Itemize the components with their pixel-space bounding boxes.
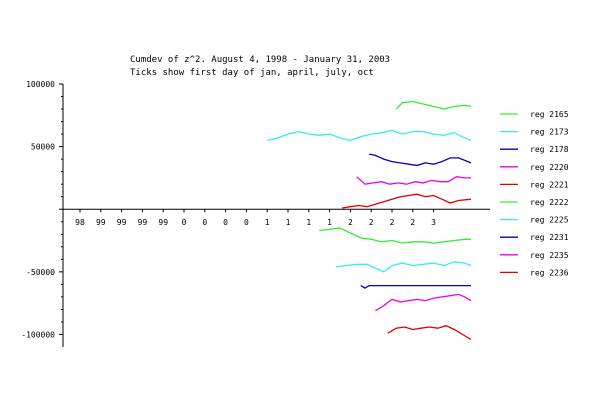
- series-line-reg-2220: [356, 176, 471, 185]
- legend-label-reg-2178: reg 2178: [530, 145, 569, 154]
- series-line-reg-2221: [341, 193, 472, 209]
- series-line-reg-2235: [375, 293, 472, 312]
- legend-label-reg-2225: reg 2225: [530, 216, 569, 225]
- chart-title: Cumdev of z^2. August 4, 1998 - January …: [130, 55, 390, 65]
- legend-label-reg-2231: reg 2231: [530, 233, 569, 242]
- series-line-reg-2165: [395, 100, 472, 110]
- legend-label-reg-2165: reg 2165: [530, 110, 569, 119]
- legend-label-reg-2173: reg 2173: [530, 128, 569, 137]
- x-tick-label: 0: [244, 218, 249, 227]
- x-tick-label: 2: [410, 218, 415, 227]
- x-tick-label: 99: [158, 218, 168, 227]
- x-tick-label: 2: [348, 218, 353, 227]
- x-tick-label: 99: [138, 218, 148, 227]
- x-tick-label: 1: [265, 218, 270, 227]
- x-tick-label: 99: [117, 218, 127, 227]
- legend-label-reg-2222: reg 2222: [530, 198, 569, 207]
- legend-label-reg-2236: reg 2236: [530, 268, 569, 277]
- y-tick-label: 50000: [31, 143, 55, 152]
- x-tick-label: 1: [286, 218, 291, 227]
- series-line-reg-2178: [368, 153, 472, 167]
- series-line-reg-2222: [319, 227, 471, 244]
- x-tick-label: 98: [75, 218, 85, 227]
- legend: reg 2165 reg 2173 reg 2178 reg 2220 reg 2221…: [500, 110, 569, 277]
- axes: 100000 50000 -50000 -100000 98 99 99 99 99 0 0 0 0 1 1…: [21, 80, 490, 347]
- series-line-reg-2225: [335, 261, 472, 273]
- y-tick-label: 100000: [26, 80, 55, 89]
- x-tick-label: 0: [182, 218, 187, 227]
- x-tick-label: 1: [306, 218, 311, 227]
- x-tick-label: 0: [202, 218, 207, 227]
- x-tick-label: 0: [223, 218, 228, 227]
- x-tick-label: 2: [390, 218, 395, 227]
- x-tick-label: 99: [96, 218, 106, 227]
- x-tick-label: 2: [369, 218, 374, 227]
- legend-label-reg-2221: reg 2221: [530, 180, 569, 189]
- legend-label-reg-2220: reg 2220: [530, 163, 569, 172]
- series-line-reg-2231: [360, 284, 471, 289]
- chart-subtitle: Ticks show first day of jan, april, july…: [130, 68, 374, 78]
- y-tick-label: -100000: [21, 330, 55, 339]
- y-tick-label: -50000: [26, 268, 55, 277]
- series-layer: [267, 100, 472, 341]
- legend-label-reg-2235: reg 2235: [530, 251, 569, 260]
- series-line-reg-2236: [387, 325, 472, 341]
- series-line-reg-2173: [267, 129, 472, 142]
- x-tick-label: 1: [327, 218, 332, 227]
- x-tick-label: 3: [431, 218, 436, 227]
